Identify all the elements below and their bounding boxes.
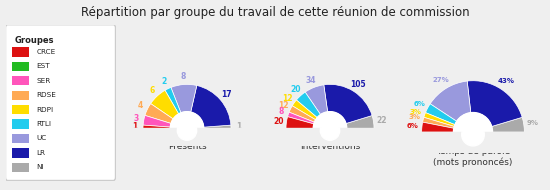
Wedge shape bbox=[296, 92, 321, 118]
Text: 1: 1 bbox=[236, 122, 241, 131]
Text: 6: 6 bbox=[149, 86, 155, 95]
Wedge shape bbox=[289, 106, 316, 122]
Text: 9%: 9% bbox=[527, 120, 539, 126]
Text: EST: EST bbox=[36, 63, 50, 69]
Circle shape bbox=[170, 112, 204, 145]
Text: UC: UC bbox=[36, 135, 47, 141]
Text: Présents: Présents bbox=[168, 142, 206, 151]
Text: 34: 34 bbox=[306, 75, 316, 85]
Circle shape bbox=[314, 112, 346, 145]
Bar bbox=[12, 119, 29, 129]
Bar bbox=[12, 47, 29, 57]
Text: Temps de parole
(mots prononcés): Temps de parole (mots prononcés) bbox=[433, 147, 513, 167]
Text: Groupes: Groupes bbox=[14, 36, 54, 45]
Wedge shape bbox=[346, 116, 374, 128]
Wedge shape bbox=[143, 125, 170, 128]
Text: 20: 20 bbox=[273, 117, 284, 126]
Wedge shape bbox=[288, 112, 315, 124]
Text: 105: 105 bbox=[350, 80, 366, 89]
Circle shape bbox=[320, 121, 340, 140]
Wedge shape bbox=[143, 116, 171, 127]
Wedge shape bbox=[426, 104, 456, 125]
Text: RDSE: RDSE bbox=[36, 92, 56, 98]
Wedge shape bbox=[305, 85, 328, 115]
Bar bbox=[12, 76, 29, 86]
Circle shape bbox=[461, 123, 485, 146]
Circle shape bbox=[454, 112, 492, 152]
Text: 8: 8 bbox=[278, 107, 283, 116]
FancyBboxPatch shape bbox=[6, 25, 115, 180]
Bar bbox=[12, 62, 29, 71]
Text: 27%: 27% bbox=[433, 78, 450, 83]
Wedge shape bbox=[204, 125, 231, 128]
Text: 43%: 43% bbox=[498, 78, 515, 85]
Bar bbox=[396, 132, 550, 190]
Text: RTLI: RTLI bbox=[36, 121, 51, 127]
Text: NI: NI bbox=[36, 164, 44, 170]
Wedge shape bbox=[324, 84, 372, 124]
Text: LR: LR bbox=[36, 150, 45, 156]
Text: 17: 17 bbox=[221, 90, 232, 99]
Circle shape bbox=[177, 121, 197, 140]
Wedge shape bbox=[191, 86, 231, 127]
Text: 20: 20 bbox=[290, 85, 300, 94]
Wedge shape bbox=[467, 81, 522, 127]
Bar bbox=[12, 163, 29, 172]
Wedge shape bbox=[292, 100, 317, 120]
Text: 3: 3 bbox=[133, 114, 139, 123]
Wedge shape bbox=[422, 122, 454, 132]
Text: 3%: 3% bbox=[408, 115, 420, 120]
Wedge shape bbox=[145, 104, 173, 124]
Bar bbox=[12, 134, 29, 143]
Text: CRCE: CRCE bbox=[36, 49, 56, 55]
Text: 12: 12 bbox=[283, 94, 293, 103]
Wedge shape bbox=[286, 117, 314, 128]
Text: Répartition par groupe du travail de cette réunion de commission: Répartition par groupe du travail de cet… bbox=[81, 6, 469, 19]
Bar bbox=[12, 105, 29, 114]
Bar bbox=[12, 148, 29, 158]
Text: 6%: 6% bbox=[407, 123, 419, 129]
Text: RDPI: RDPI bbox=[36, 107, 53, 113]
Text: 1: 1 bbox=[133, 122, 138, 131]
Wedge shape bbox=[492, 117, 524, 132]
Text: SER: SER bbox=[36, 78, 51, 84]
Bar bbox=[12, 90, 29, 100]
Text: 8: 8 bbox=[180, 72, 186, 81]
Bar bbox=[121, 128, 253, 190]
Text: 3%: 3% bbox=[410, 109, 422, 115]
Text: 12: 12 bbox=[278, 101, 289, 110]
Wedge shape bbox=[424, 113, 455, 127]
Wedge shape bbox=[422, 117, 454, 128]
Text: Interventions: Interventions bbox=[300, 142, 360, 151]
Wedge shape bbox=[151, 90, 179, 119]
Text: 2: 2 bbox=[162, 77, 167, 86]
Text: 6%: 6% bbox=[414, 101, 425, 107]
Text: 22: 22 bbox=[376, 116, 387, 125]
Wedge shape bbox=[171, 84, 197, 113]
Text: 4: 4 bbox=[138, 101, 143, 110]
Wedge shape bbox=[165, 87, 181, 114]
Wedge shape bbox=[430, 81, 471, 121]
Bar bbox=[264, 128, 396, 190]
